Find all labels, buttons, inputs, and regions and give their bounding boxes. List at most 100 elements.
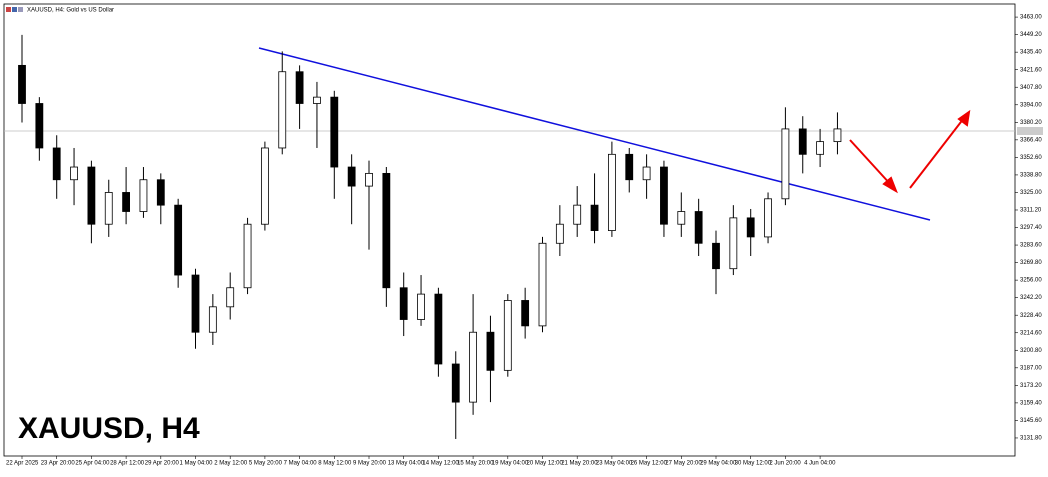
- candle-body: [382, 172, 391, 289]
- x-tick-label: 14 May 12:00: [422, 461, 459, 467]
- candle-body: [243, 223, 252, 289]
- candle-body: [226, 287, 235, 308]
- icon: [6, 7, 11, 12]
- candle-body: [816, 141, 824, 155]
- x-tick-label: 2 Jun 20:00: [769, 461, 801, 467]
- candle-body: [18, 64, 26, 104]
- candle-body: [694, 211, 703, 244]
- candle-body: [625, 153, 634, 181]
- x-tick-label: 15 May 20:00: [457, 461, 494, 467]
- candle-body: [434, 293, 443, 365]
- x-tick-label: 8 May 12:00: [318, 461, 352, 467]
- candle-body: [573, 204, 582, 225]
- x-tick-label: 29 May 04:00: [700, 461, 737, 467]
- x-tick-label: 21 May 20:00: [561, 461, 598, 467]
- y-tick-label: 3228.40: [1020, 313, 1042, 319]
- candle-body: [451, 363, 460, 403]
- plot-frame: [3, 3, 1016, 457]
- chart-title: XAUUSD, H4: Gold vs US Dollar: [27, 8, 114, 14]
- price-tag: [1017, 127, 1043, 135]
- candle-body: [521, 300, 530, 327]
- y-tick-label: 3145.60: [1020, 418, 1042, 424]
- candle-body: [660, 166, 668, 225]
- x-tick-label: 20 May 12:00: [527, 461, 564, 467]
- x-tick-label: 27 May 20:00: [665, 461, 702, 467]
- candle-body: [104, 192, 113, 225]
- y-tick-label: 3256.00: [1020, 278, 1042, 284]
- y-tick-label: 3187.00: [1020, 365, 1042, 371]
- y-tick-label: 3366.40: [1020, 137, 1042, 143]
- candle-body: [746, 217, 755, 238]
- x-tick-label: 19 May 04:00: [492, 461, 529, 467]
- candle-body: [208, 306, 217, 333]
- x-tick-label: 29 Apr 20:00: [145, 461, 180, 467]
- x-tick-label: 13 May 04:00: [388, 461, 425, 467]
- y-tick-label: 3463.00: [1020, 15, 1042, 21]
- candle-body: [503, 300, 512, 371]
- candle-body: [35, 103, 44, 149]
- candle-body: [52, 147, 61, 181]
- candle-body: [295, 71, 304, 104]
- x-tick-label: 5 May 20:00: [249, 461, 283, 467]
- candle-body: [486, 331, 495, 371]
- x-tick-label: 28 Apr 12:00: [110, 461, 145, 467]
- x-tick-label: 25 Apr 04:00: [75, 461, 110, 467]
- x-tick-label: 1 May 04:00: [180, 461, 214, 467]
- candle-body: [87, 166, 96, 225]
- candle-body: [399, 287, 408, 320]
- candle-body: [555, 223, 564, 244]
- x-tick-label: 26 May 12:00: [631, 461, 668, 467]
- candle-body: [608, 153, 616, 231]
- x-tick-label: 30 May 12:00: [735, 461, 772, 467]
- trend-line: [258, 47, 931, 221]
- arrows: [849, 109, 971, 194]
- x-tick-label: 4 Jun 04:00: [804, 461, 836, 467]
- y-tick-label: 3394.00: [1020, 102, 1042, 108]
- y-tick-label: 3407.80: [1020, 85, 1042, 91]
- candle-body: [417, 293, 425, 320]
- candle-body: [278, 71, 287, 149]
- candle-body: [156, 179, 165, 206]
- x-tick-label: 9 May 20:00: [353, 461, 387, 467]
- y-tick-label: 3283.60: [1020, 243, 1042, 249]
- x-tick-label: 2 May 12:00: [214, 461, 248, 467]
- icon: [12, 7, 17, 12]
- candle-body: [347, 166, 356, 187]
- y-tick-label: 3449.20: [1020, 32, 1042, 38]
- icon: [18, 7, 23, 12]
- candle-body: [590, 204, 599, 231]
- x-tick-label: 23 May 04:00: [596, 461, 633, 467]
- candle-body: [174, 204, 183, 276]
- y-tick-label: 3325.00: [1020, 190, 1042, 196]
- candle-body: [642, 166, 651, 181]
- candle-body: [677, 211, 686, 225]
- y-tick-label: 3421.60: [1020, 67, 1042, 73]
- symbol-label: XAUUSD, H4: [18, 412, 200, 445]
- y-tick-label: 3200.80: [1020, 348, 1042, 354]
- candle-body: [191, 274, 200, 333]
- x-tick-label: 7 May 04:00: [284, 461, 318, 467]
- y-tick-label: 3173.20: [1020, 383, 1042, 389]
- candle-body: [538, 242, 547, 327]
- candle-body: [139, 179, 148, 212]
- candle-body: [729, 217, 738, 270]
- y-tick-label: 3242.20: [1020, 295, 1042, 301]
- y-tick-label: 3131.80: [1020, 436, 1042, 442]
- candle-body: [122, 192, 130, 212]
- x-tick-label: 22 Apr 2025: [6, 461, 39, 467]
- y-tick-label: 3311.20: [1020, 208, 1042, 214]
- candle-body: [70, 166, 78, 181]
- candle-body: [469, 331, 478, 403]
- candle-body: [712, 242, 720, 270]
- x-tick-label: 23 Apr 20:00: [41, 461, 76, 467]
- y-tick-label: 3352.60: [1020, 155, 1042, 161]
- y-tick-label: 3338.80: [1020, 172, 1042, 178]
- candle-body: [313, 96, 321, 104]
- candle-body: [330, 96, 339, 168]
- y-tick-label: 3214.60: [1020, 330, 1042, 336]
- y-tick-label: 3297.40: [1020, 225, 1042, 231]
- candle-body: [798, 128, 807, 155]
- candle-body: [260, 147, 269, 225]
- candle-body: [365, 172, 373, 187]
